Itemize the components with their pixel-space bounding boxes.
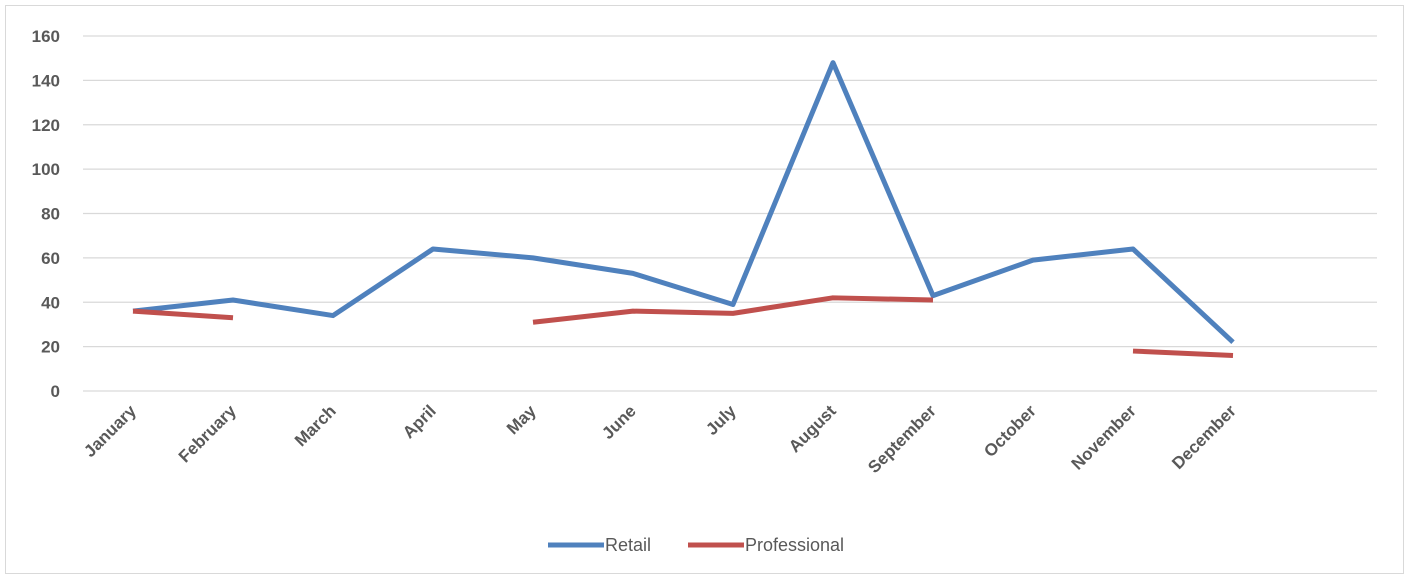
y-tick-label: 0 xyxy=(51,382,60,401)
y-tick-label: 120 xyxy=(32,116,60,135)
x-tick-label: May xyxy=(503,401,540,438)
y-tick-label: 80 xyxy=(41,205,60,224)
legend: Retail Professional xyxy=(548,535,844,555)
legend-label-retail: Retail xyxy=(605,535,651,555)
series-line-professional xyxy=(1132,348,1234,358)
series-lines xyxy=(132,60,1235,358)
x-tick-label: April xyxy=(399,401,440,442)
y-tick-label: 40 xyxy=(41,293,60,312)
x-tick-label: January xyxy=(80,401,140,461)
x-tick-label: August xyxy=(785,401,840,456)
x-tick-label: September xyxy=(864,401,940,477)
x-tick-label: February xyxy=(175,401,240,466)
x-axis-ticks: January February March April May June July Augu… xyxy=(80,401,1240,477)
y-tick-label: 140 xyxy=(32,71,60,90)
chart-frame xyxy=(5,5,1404,574)
x-tick-label: November xyxy=(1068,401,1140,473)
y-axis-ticks: 0 20 40 60 80 100 120 140 160 xyxy=(32,27,60,401)
y-tick-label: 100 xyxy=(32,160,60,179)
x-tick-label: June xyxy=(598,401,639,442)
series-line-retail xyxy=(132,60,1235,345)
x-tick-label: October xyxy=(980,401,1040,461)
x-tick-label: July xyxy=(702,401,740,439)
x-tick-label: December xyxy=(1168,401,1240,473)
y-tick-label: 60 xyxy=(41,249,60,268)
y-tick-label: 160 xyxy=(32,27,60,46)
legend-label-professional: Professional xyxy=(745,535,844,555)
series-line-professional xyxy=(132,308,234,321)
y-tick-label: 20 xyxy=(41,338,60,357)
x-tick-label: March xyxy=(291,401,340,450)
gridlines xyxy=(83,35,1377,392)
